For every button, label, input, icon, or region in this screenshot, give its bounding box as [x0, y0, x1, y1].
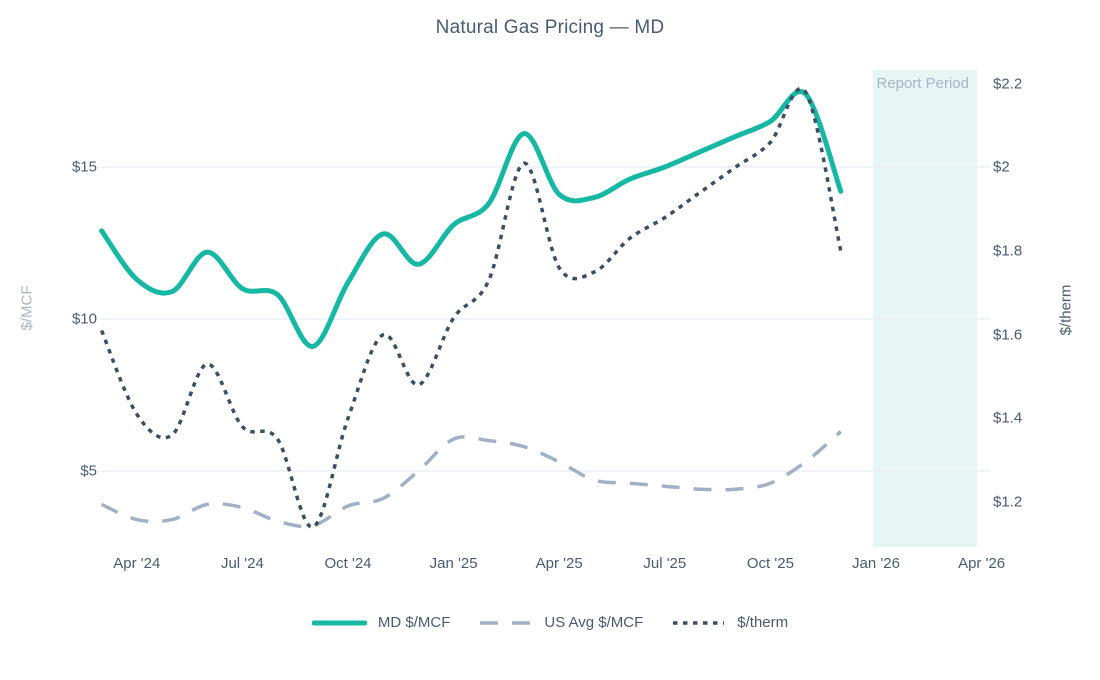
legend-swatch-solid [311, 620, 367, 625]
legend-swatch-dotted [673, 620, 725, 625]
y-tick-label-right: $1.6 [993, 326, 1023, 344]
legend-label: $/therm [737, 614, 789, 631]
x-tick-label: Apr '24 [113, 555, 161, 572]
legend: MD $/MCF US Avg $/MCF $/therm [0, 614, 1100, 631]
x-tick-label: Jul '24 [220, 555, 264, 572]
x-tick-label: Oct '25 [746, 555, 794, 572]
report-period-label: Report Period [876, 75, 969, 92]
y-tick-label-right: $2.2 [993, 75, 1023, 93]
chart-title: Natural Gas Pricing — MD [435, 17, 665, 38]
y-tick-label-right: $1.2 [993, 493, 1023, 511]
y-tick-label-left: $5 [80, 462, 97, 480]
x-tick-label: Jan '26 [852, 555, 900, 572]
x-tick-label: Apr '25 [535, 555, 583, 572]
y-tick-label-left: $10 [71, 310, 97, 328]
series-line-therm [99, 86, 843, 529]
report-period-band [873, 70, 977, 547]
legend-item-usd-therm[interactable]: $/therm [671, 614, 788, 631]
right-axis-title: $/therm [1057, 284, 1075, 336]
y-tick-label-right: $2 [993, 158, 1010, 176]
x-tick-label: Apr '26 [958, 555, 1006, 572]
y-tick-label-right: $1.4 [993, 409, 1023, 427]
x-tick-label: Jul '25 [643, 555, 687, 572]
legend-item-us-avg-mcf[interactable]: US Avg $/MCF [478, 614, 643, 631]
legend-label: MD $/MCF [377, 614, 451, 631]
legend-label: US Avg $/MCF [544, 614, 644, 631]
left-axis-title: $/MCF [18, 285, 36, 331]
series-line-us-avg-mcf [100, 430, 842, 529]
x-tick-label: Oct '24 [324, 555, 372, 572]
y-tick-label-left: $15 [71, 158, 97, 176]
y-tick-label-right: $1.8 [993, 242, 1023, 260]
legend-item-md-mcf[interactable]: MD $/MCF [311, 614, 451, 631]
series-line-md-mcf [99, 89, 844, 349]
legend-swatch-long-dash [480, 620, 532, 625]
x-tick-label: Jan '25 [429, 555, 478, 572]
